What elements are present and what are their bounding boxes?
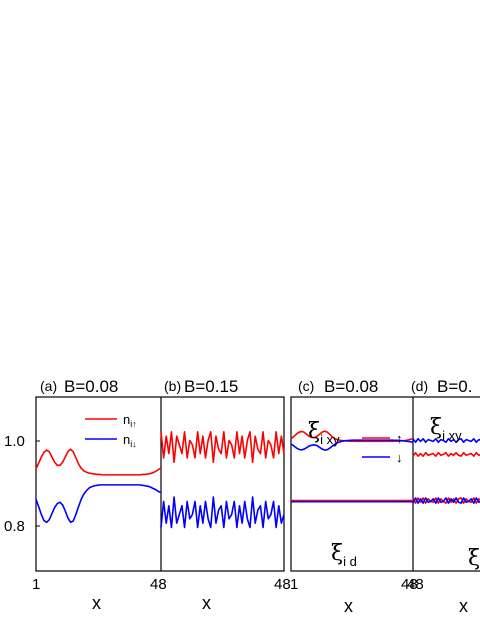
xi-sub-c-lower: i d (343, 554, 357, 569)
series-line-c-0 (290, 430, 414, 443)
x-label-b: x (202, 593, 211, 613)
panel-b-series (160, 430, 285, 529)
xi-symbol-d-upper: ξ (430, 415, 442, 440)
x-tick-b-left: 48 (150, 576, 167, 593)
legend-a-down-sub: i↓ (130, 439, 137, 449)
panel-a-series (35, 448, 162, 524)
panel-c-title: B=0.08 (324, 377, 378, 396)
x-label-d: x (459, 596, 468, 616)
x-tick-d-left: 48 (407, 576, 424, 593)
xi-id-label-c: ξi d (331, 541, 357, 569)
xi-sub-d-upper: i xy (442, 428, 462, 443)
panel-b-title: B=0.15 (184, 377, 238, 396)
legend-a-down-label: ni↓ (123, 432, 137, 449)
x-tick-a-left: 1 (32, 576, 40, 593)
panel-c-series (290, 430, 414, 503)
legend-c-up-label: ↑ (396, 431, 403, 446)
xi-ixy-label-d: ξi xy (430, 415, 462, 443)
legend-a-down-main: n (123, 432, 130, 447)
series-line-d-1 (412, 451, 480, 457)
panel-d-title: B=0. (437, 377, 472, 396)
legend-a-up-sub: i↑ (130, 419, 137, 429)
xi-symbol-c-lower: ξ (331, 541, 343, 566)
frame-cd (290, 396, 480, 572)
frame-ab (35, 396, 285, 572)
x-tick-c-right: 48 (401, 576, 418, 593)
xi-symbol-c-upper: ξ (308, 419, 320, 444)
series-line-d-0 (412, 437, 480, 444)
x-tick-b-right: 48 (274, 576, 291, 593)
y-tick-label-1: 1.0 (4, 433, 25, 450)
panel-d-series (412, 437, 480, 504)
series-line-b-0 (160, 430, 285, 464)
xi-label-d-lower: ξ (468, 546, 480, 571)
xi-sub-c-upper: i xy (320, 432, 340, 447)
xi-ixy-label-c: ξi xy (308, 419, 340, 447)
panel-a-title: B=0.08 (64, 377, 118, 396)
series-line-c-1 (290, 439, 414, 451)
legend-a-up-main: n (123, 412, 130, 427)
x-label-c: x (344, 596, 353, 616)
x-tick-c-left: 1 (290, 576, 298, 593)
panel-d-tag: (d) (411, 378, 428, 394)
series-line-d-3 (412, 497, 480, 504)
panel-b-tag: (b) (164, 378, 181, 394)
x-label-a: x (92, 593, 101, 613)
series-line-a-1 (35, 484, 162, 524)
y-tick-label-0: 0.8 (4, 518, 25, 535)
legend-c-down-label: ↓ (396, 450, 403, 465)
series-line-b-1 (160, 496, 285, 529)
panel-c-tag: (c) (298, 378, 314, 394)
panel-a-tag: (a) (40, 378, 57, 394)
legend-a-up-label: ni↑ (123, 412, 137, 429)
series-line-a-0 (35, 448, 162, 476)
